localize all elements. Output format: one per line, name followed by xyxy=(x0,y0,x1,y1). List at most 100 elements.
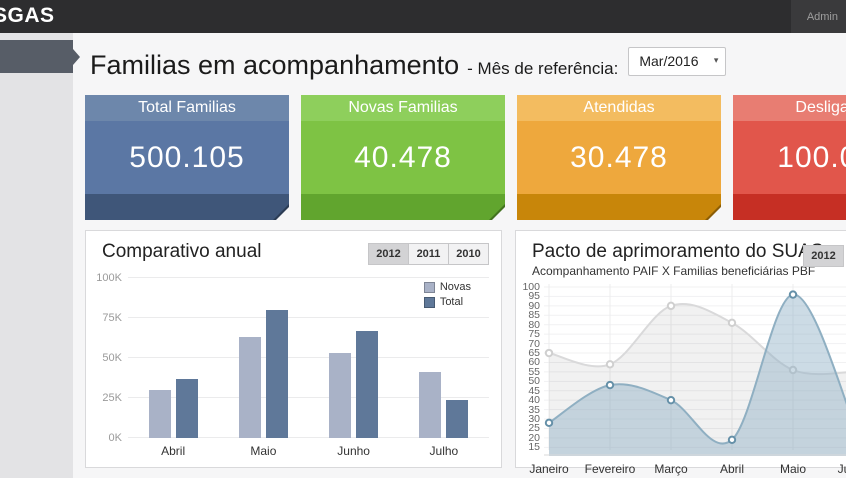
bar-total-maio xyxy=(265,310,288,438)
chart-title: Pacto de aprimoramento do SUAS xyxy=(532,241,824,262)
bar-total-abril xyxy=(175,378,198,438)
year-button-2010[interactable]: 2010 xyxy=(448,243,489,265)
card-total-familias: Total Familias 500.105 xyxy=(85,95,289,220)
topbar: SGAS Admin xyxy=(0,0,846,33)
y-tick-label: 75K xyxy=(102,312,122,324)
area-plot-area xyxy=(544,284,846,456)
summary-cards-row: Total Familias 500.105 Novas Familias 40… xyxy=(85,95,846,220)
card-label: Total Familias xyxy=(85,95,289,121)
area-x-axis: Janeiro Fevereiro Março Abril Maio Junho xyxy=(529,462,846,478)
x-tick-label: Abril xyxy=(161,444,186,458)
user-menu[interactable]: Admin xyxy=(790,0,846,33)
page-title: Familias em acompanhamento xyxy=(90,50,460,80)
y-tick-label: 20 xyxy=(528,431,540,444)
legend-swatch xyxy=(423,281,435,293)
year-button-2012[interactable]: 2012 xyxy=(803,245,844,267)
card-label: Novas Familias xyxy=(301,95,505,121)
card-footer xyxy=(733,194,846,220)
bar-novas-abril xyxy=(148,390,171,438)
legend-item-novas: Novas xyxy=(423,281,471,293)
bar-total-junho xyxy=(356,330,379,438)
chart-subtitle: Acompanhamento PAIF X Familias beneficiá… xyxy=(532,264,816,278)
card-desligadas: Desligadas 100.000 xyxy=(733,95,846,220)
card-atendidas: Atendidas 30.478 xyxy=(517,95,721,220)
y-tick-label: 25 xyxy=(528,422,540,435)
data-point xyxy=(666,301,676,311)
year-button-group: 2012 xyxy=(803,245,844,267)
month-select[interactable]: Mar/2016 ▾ xyxy=(628,47,727,76)
data-point xyxy=(666,395,676,405)
y-tick-label: 100K xyxy=(96,272,122,284)
x-tick-label: Maio xyxy=(779,462,806,476)
card-value: 40.478 xyxy=(301,121,505,194)
legend-label: Total xyxy=(439,296,464,308)
year-button-2012[interactable]: 2012 xyxy=(368,243,409,265)
card-footer xyxy=(85,194,289,220)
y-tick-label: 45 xyxy=(528,384,540,397)
y-tick-label: 55 xyxy=(528,365,540,378)
data-point xyxy=(727,318,737,328)
bar-group-maio xyxy=(218,278,308,438)
folded-corner xyxy=(708,207,721,220)
bar-x-axis: Abril Maio Junho Julho xyxy=(128,444,489,458)
card-value: 500.105 xyxy=(85,121,289,194)
x-tick-label: Julho xyxy=(429,444,459,458)
y-tick-label: 65 xyxy=(528,347,540,360)
y-tick-label: 30 xyxy=(528,413,540,426)
card-label: Atendidas xyxy=(517,95,721,121)
gridline xyxy=(128,397,489,398)
y-tick-label: 40 xyxy=(528,394,540,407)
charts-row: Comparativo anual 2012 2011 2010 0K 25K 50… xyxy=(85,230,846,476)
y-tick-label: 70 xyxy=(528,337,540,350)
gridline xyxy=(128,317,489,318)
year-button-2011[interactable]: 2011 xyxy=(408,243,449,265)
data-point xyxy=(544,418,554,428)
y-tick-label: 50K xyxy=(102,352,122,364)
year-button-group: 2012 2011 2010 xyxy=(368,243,489,265)
sidebar-item-dashboard[interactable] xyxy=(0,40,80,73)
bar-group-junho xyxy=(309,278,399,438)
bar-novas-julho xyxy=(419,372,442,438)
y-tick-label: 90 xyxy=(528,299,540,312)
legend-label: Novas xyxy=(439,281,471,293)
card-footer xyxy=(301,194,505,220)
bar-plot-area: 0K 25K 50K 75K 100K xyxy=(96,272,489,444)
x-tick-label: Fevereiro xyxy=(584,462,636,476)
x-tick-label: Janeiro xyxy=(529,462,569,476)
card-value: 30.478 xyxy=(517,121,721,194)
y-tick-label: 95 xyxy=(528,290,540,303)
main-content: Familias em acompanhamento - Mês de refe… xyxy=(73,33,846,478)
data-point xyxy=(605,380,615,390)
x-tick-label: Maio xyxy=(250,444,277,458)
y-tick-label: 25K xyxy=(102,392,122,404)
chevron-down-icon: ▾ xyxy=(713,55,719,65)
bar-novas-junho xyxy=(329,353,352,438)
gridline xyxy=(128,437,489,438)
y-tick-label: 15 xyxy=(528,441,540,454)
folded-corner xyxy=(492,207,505,220)
x-tick-label: Junho xyxy=(837,462,846,476)
gridline xyxy=(128,357,489,358)
card-value: 100.000 xyxy=(733,121,846,194)
card-novas-familias: Novas Familias 40.478 xyxy=(301,95,505,220)
chart-pacto-suas: Pacto de aprimoramento do SUAS Acompanha… xyxy=(515,230,846,476)
bar-group-julho xyxy=(399,278,489,438)
page-header: Familias em acompanhamento - Mês de refe… xyxy=(90,45,727,81)
x-tick-label: Março xyxy=(654,462,688,476)
data-point xyxy=(788,290,798,299)
sidebar-active-arrow xyxy=(73,48,80,65)
bar-group-abril xyxy=(128,278,218,438)
data-point xyxy=(544,348,554,358)
y-tick-label: 50 xyxy=(528,375,540,388)
card-footer xyxy=(517,194,721,220)
y-tick-label: 85 xyxy=(528,309,540,322)
bar-novas-maio xyxy=(238,337,261,438)
y-tick-label: 80 xyxy=(528,318,540,331)
legend-item-total: Total xyxy=(423,296,471,308)
month-select-value: Mar/2016 xyxy=(639,53,699,69)
x-tick-label: Abril xyxy=(719,462,744,476)
y-tick-label: 100 xyxy=(522,281,540,293)
chart-legend: Novas Total xyxy=(423,281,471,308)
bar-total-julho xyxy=(446,399,469,438)
